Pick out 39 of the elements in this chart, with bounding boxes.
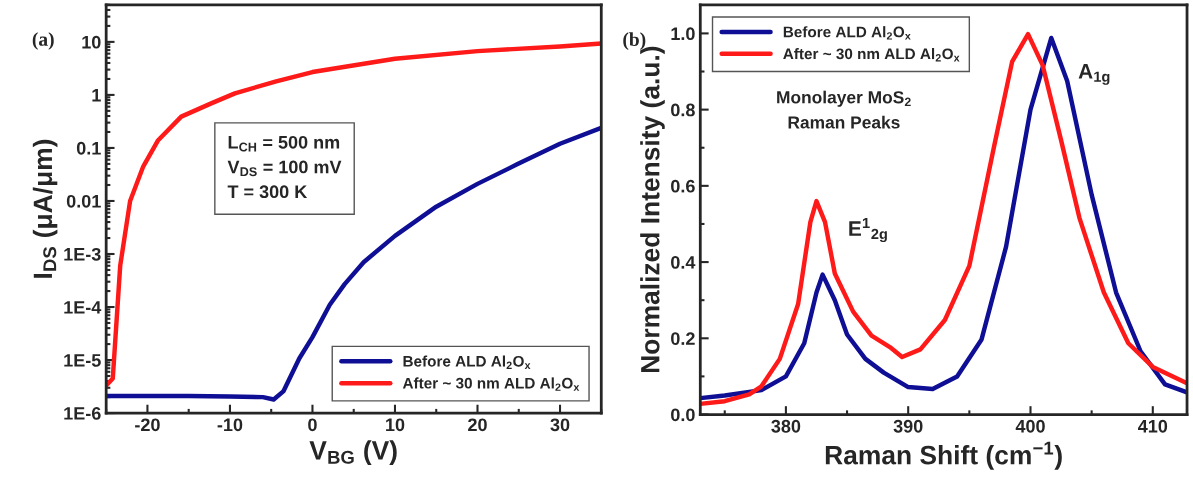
y-tick-label: 0.1 bbox=[76, 141, 101, 155]
y-axis-title: I$_{DS}$ (μA/μm) bbox=[32, 139, 58, 278]
y-tick-label: 1E-3 bbox=[64, 247, 101, 261]
line-series bbox=[106, 125, 602, 402]
y-tick-label: 1E-4 bbox=[64, 301, 102, 314]
x-axis-title: V$_{BG}$ (V) bbox=[309, 440, 397, 465]
y-tick-label: 0.01 bbox=[66, 194, 101, 208]
y-tick-label: 0.0 bbox=[671, 408, 695, 422]
y-tick-label: 0.2 bbox=[671, 332, 695, 346]
x-tick-label: -20 bbox=[135, 418, 160, 432]
legend-label: Before ALD Al$_{2}$O$_{x}$ bbox=[783, 26, 911, 40]
x-tick-label: 0 bbox=[308, 418, 317, 432]
annotation: Monolayer MoS$_{2}$ Raman Peaks bbox=[777, 90, 911, 129]
annotation: E$^{1}$$_{2g}$ bbox=[849, 217, 887, 243]
y-tick-label: 1E-6 bbox=[64, 407, 101, 420]
annotation: A$_{1g}$ bbox=[1078, 64, 1110, 85]
text: (a) bbox=[32, 32, 54, 50]
x-tick-label: 20 bbox=[468, 418, 487, 432]
y-tick-label: 10 bbox=[82, 35, 101, 49]
annotation: T = 300 K bbox=[227, 185, 308, 199]
legend-label: After ~ 30 nm ALD Al$_{2}$O$_{x}$ bbox=[402, 377, 580, 391]
x-tick-label: 390 bbox=[893, 419, 923, 433]
x-tick-label: 30 bbox=[550, 418, 570, 432]
y-tick-label: 1 bbox=[92, 89, 101, 102]
x-tick-label: -10 bbox=[217, 418, 243, 432]
legend-label: After ~ 30 nm ALD Al$_{2}$O$_{x}$ bbox=[783, 48, 960, 62]
y-tick-label: 0.6 bbox=[671, 179, 695, 193]
annotation: V$_{DS}$ = 100 mV bbox=[227, 160, 342, 177]
annotation: L$_{CH}$ = 500 nm bbox=[228, 135, 340, 152]
legend-label: Before ALD Al$_{2}$O$_{x}$ bbox=[403, 355, 531, 369]
x-tick-label: 410 bbox=[1138, 419, 1168, 433]
y-tick-label: 1E-5 bbox=[64, 354, 101, 367]
x-tick-label: 400 bbox=[1015, 419, 1045, 433]
x-tick-label: 380 bbox=[771, 419, 801, 433]
y-tick-label: 1.0 bbox=[671, 27, 695, 41]
x-axis-title: Raman Shift (cm$^{−1}$) bbox=[825, 441, 1062, 470]
x-tick-label: 10 bbox=[386, 418, 405, 432]
y-tick-label: 0.8 bbox=[671, 103, 695, 117]
y-tick-label: 0.4 bbox=[671, 256, 696, 269]
